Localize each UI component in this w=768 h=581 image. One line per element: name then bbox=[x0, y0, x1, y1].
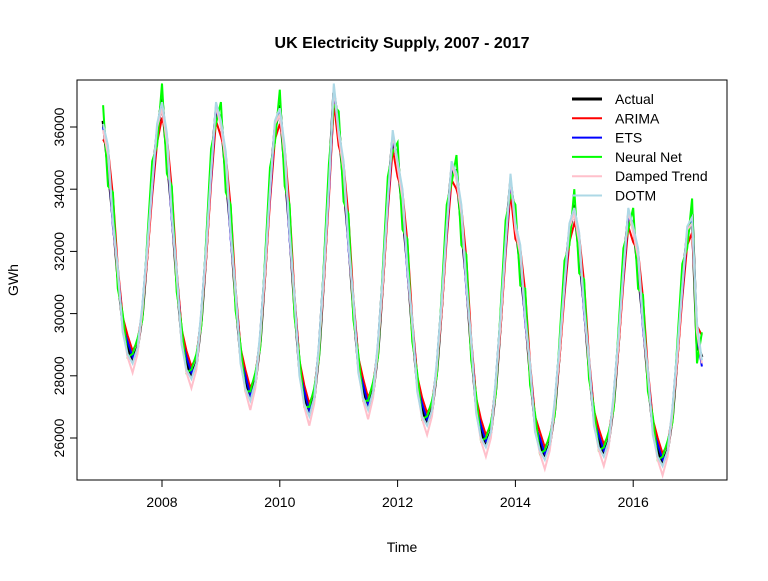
legend-label: ETS bbox=[615, 130, 642, 146]
y-tick-label: 28000 bbox=[51, 356, 67, 395]
y-tick-label: 34000 bbox=[51, 170, 67, 209]
series-line-dotm bbox=[102, 83, 703, 469]
y-tick-label: 30000 bbox=[51, 294, 67, 333]
legend-label: DOTM bbox=[615, 188, 656, 204]
x-axis-label: Time bbox=[387, 539, 418, 555]
legend-label: ARIMA bbox=[615, 110, 660, 126]
legend-label: Actual bbox=[615, 91, 654, 107]
y-axis-label: GWh bbox=[5, 264, 21, 296]
series-lines bbox=[101, 83, 704, 479]
x-tick-label: 2012 bbox=[382, 494, 413, 510]
legend-label: Damped Trend bbox=[615, 168, 708, 184]
x-tick-label: 2010 bbox=[264, 494, 295, 510]
legend-label: Neural Net bbox=[615, 149, 682, 165]
x-tick-label: 2014 bbox=[500, 494, 531, 510]
y-tick-label: 26000 bbox=[51, 418, 67, 457]
y-tick-label: 36000 bbox=[51, 107, 67, 146]
axes: 2008 2010 2012 2014 2016 26000 28000 30000 32000… bbox=[51, 107, 649, 510]
y-tick-label: 32000 bbox=[51, 232, 67, 271]
x-tick-label: 2016 bbox=[618, 494, 649, 510]
chart-title: UK Electricity Supply, 2007 - 2017 bbox=[275, 35, 530, 52]
x-tick-label: 2008 bbox=[146, 494, 177, 510]
legend: Actual ARIMA ETS Neural Net Damped Trend DOTM bbox=[572, 91, 708, 204]
